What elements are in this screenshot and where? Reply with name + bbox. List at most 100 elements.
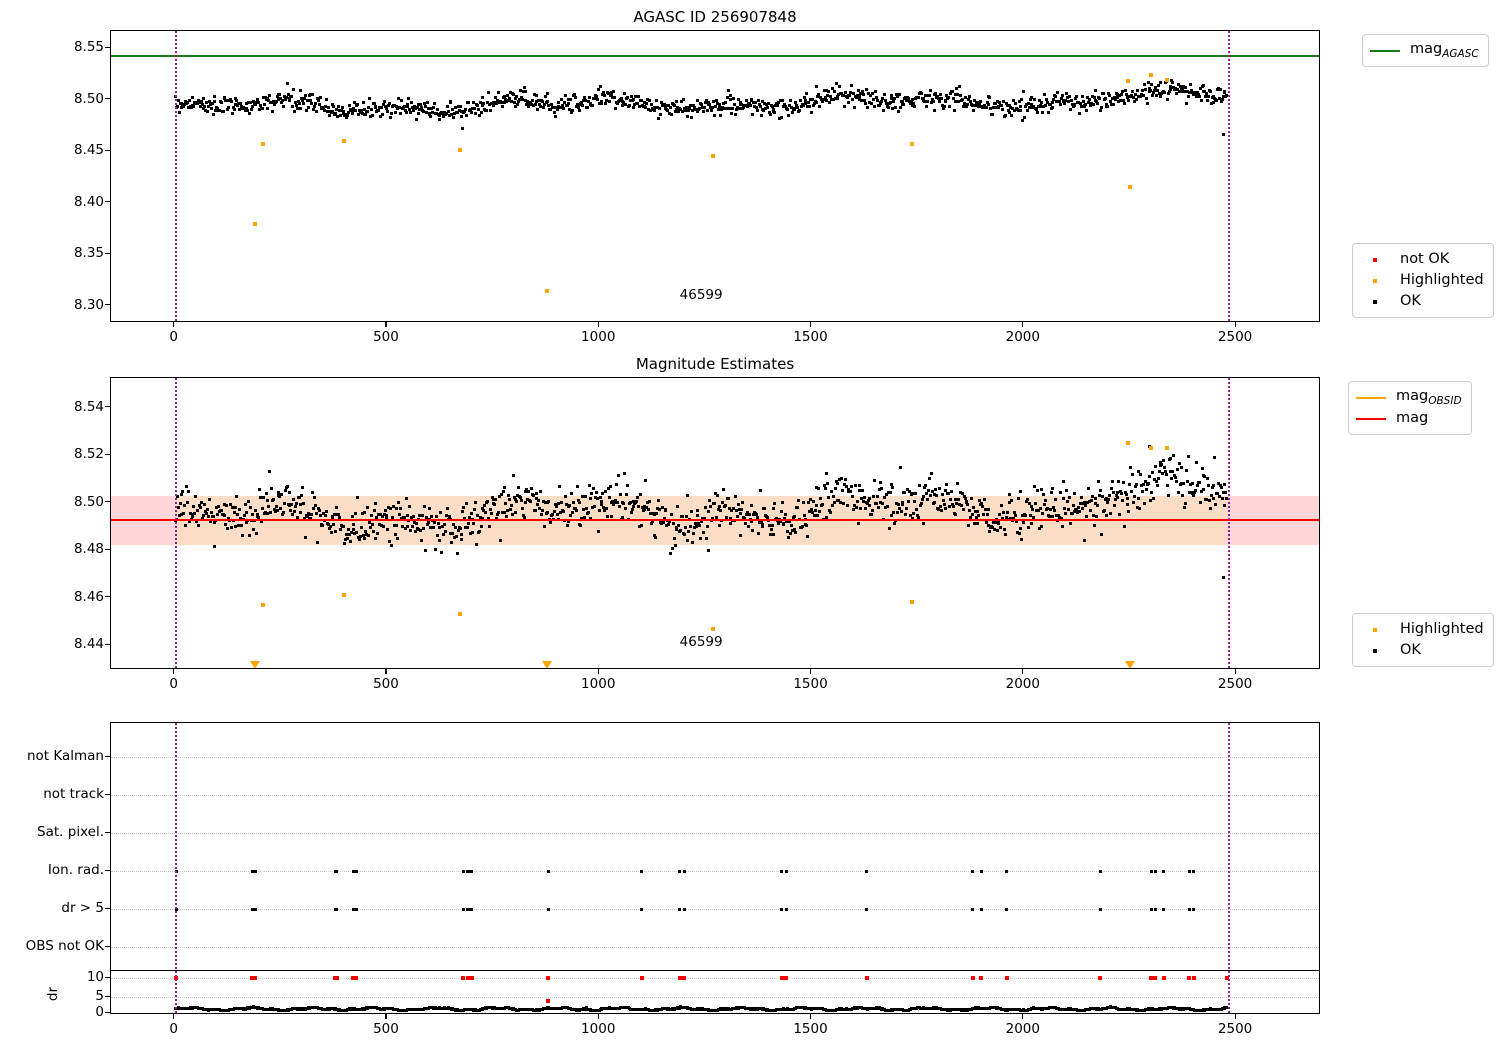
data-point-ok [1111, 491, 1115, 495]
data-point-ok [304, 109, 308, 113]
data-point-ok [552, 510, 556, 514]
data-point-ok [248, 534, 252, 538]
data-point-ok [733, 113, 737, 116]
data-point-ok [507, 99, 511, 103]
data-point-ok [583, 96, 586, 100]
data-point-ok [647, 107, 650, 111]
data-point-ok [282, 94, 286, 98]
data-point-ok [1225, 497, 1229, 501]
data-point-ok [456, 104, 460, 108]
data-point-ok [798, 108, 801, 112]
data-point-ok [214, 108, 218, 112]
data-point-ok [446, 110, 450, 114]
data-point-ok [729, 517, 733, 521]
data-point-ok [1175, 88, 1179, 92]
data-point-ok [183, 103, 187, 107]
data-point-ok [487, 524, 491, 528]
data-point-ok [703, 100, 707, 104]
data-point-ok [1020, 538, 1024, 542]
data-point-ok [937, 507, 941, 511]
data-point-ok [455, 551, 459, 555]
data-point-ok [1168, 456, 1172, 460]
data-point-ok [474, 112, 478, 116]
data-point-ok [1122, 525, 1126, 528]
data-point-ok [841, 93, 845, 97]
data-point-ok [274, 100, 278, 104]
data-point-ok [668, 519, 672, 523]
data-point-ok [600, 100, 604, 104]
data-point-ok [1064, 512, 1068, 515]
data-point-ok [397, 96, 401, 100]
data-point-ok [489, 512, 493, 516]
data-point-ok [596, 529, 600, 533]
data-point-ok [961, 105, 965, 109]
data-point-ok [349, 530, 353, 534]
data-point-ok [1210, 485, 1214, 489]
data-point-ok [994, 517, 998, 521]
data-point-ok [207, 497, 211, 501]
data-point-ok [331, 103, 335, 107]
legend-mag-lines-panel2[interactable]: magOBSID mag [1348, 381, 1472, 435]
data-point-not-ok [682, 976, 687, 980]
data-point-ok [1025, 497, 1029, 501]
data-point-ok [366, 110, 370, 114]
data-point-ok [341, 109, 345, 113]
data-point-ok [934, 488, 938, 492]
data-point-ok [656, 106, 660, 110]
data-point-ok [542, 102, 546, 106]
data-point-ok [1134, 482, 1138, 486]
data-point-ok [455, 111, 459, 114]
data-point-ok [1113, 498, 1117, 502]
data-point-ok [745, 105, 749, 109]
data-point-ok [977, 514, 981, 518]
data-point-ok [178, 501, 182, 505]
data-point-ok [378, 105, 382, 109]
data-point-ok [1209, 494, 1213, 498]
data-point-ok [365, 532, 369, 536]
data-point-ok [759, 114, 763, 118]
data-point-ok [715, 493, 719, 497]
data-point-ok [1109, 99, 1113, 103]
data-point-ok [787, 104, 791, 108]
data-point-ok [1108, 494, 1112, 498]
data-point-ok [611, 499, 615, 503]
data-point-ok [701, 106, 704, 110]
data-point-ok [833, 487, 837, 491]
data-point-ok [1085, 515, 1089, 519]
legend-point-classes-panel1[interactable]: not OK Highlighted OK [1352, 243, 1494, 318]
data-point-ok [598, 495, 602, 499]
data-point-not-ok [467, 976, 472, 980]
data-point-ok [953, 513, 957, 517]
flag-marker [678, 869, 682, 873]
data-point-ok [671, 521, 675, 525]
data-point-ok [613, 500, 617, 504]
data-point-ok [852, 504, 856, 508]
data-point-ok [1214, 502, 1218, 506]
data-point-ok [604, 506, 608, 510]
legend-mag-agasc[interactable]: magAGASC [1362, 34, 1489, 67]
data-point-ok [342, 111, 346, 115]
data-point-ok [696, 508, 700, 512]
data-point-ok [879, 101, 883, 105]
data-point-ok [1174, 91, 1178, 95]
data-point-ok [233, 97, 237, 100]
data-point-ok [1032, 515, 1036, 519]
data-point-ok [497, 91, 500, 95]
data-point-ok [909, 99, 913, 103]
data-point-ok [504, 502, 508, 506]
data-point-ok [924, 484, 928, 487]
data-point-ok [181, 490, 185, 493]
data-point-ok [253, 102, 257, 106]
data-point-ok [1174, 479, 1178, 483]
panel2-ytick-label: 8.44 [73, 636, 104, 653]
data-point-ok [1044, 498, 1048, 502]
data-point-ok [272, 508, 276, 512]
data-point-ok [542, 524, 546, 528]
data-point-ok [923, 100, 927, 104]
legend-point-classes-panel2[interactable]: Highlighted OK [1352, 613, 1494, 667]
data-point-ok [834, 480, 838, 484]
data-point-ok [1196, 91, 1199, 95]
data-point-ok [916, 516, 920, 520]
data-point-ok [1145, 102, 1149, 105]
data-point-ok [568, 503, 572, 507]
